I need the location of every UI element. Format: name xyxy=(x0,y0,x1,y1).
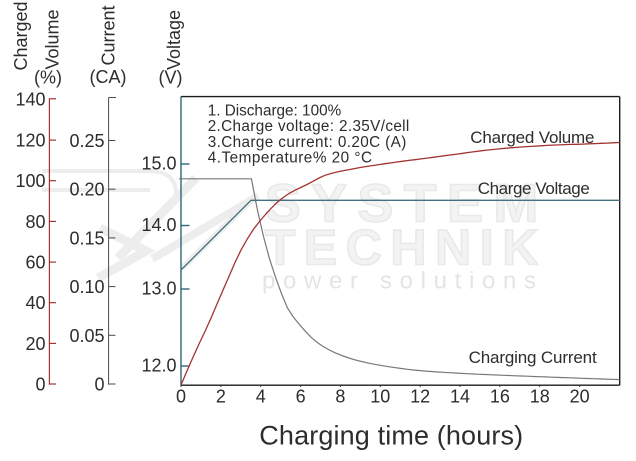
svg-text:3.Charge current: 0.20C (A): 3.Charge current: 0.20C (A) xyxy=(208,134,407,151)
svg-text:(%): (%) xyxy=(34,68,62,88)
svg-text:16: 16 xyxy=(490,387,510,407)
svg-text:Volume: Volume xyxy=(43,9,63,69)
svg-text:14: 14 xyxy=(450,387,470,407)
svg-text:Charge Voltage: Charge Voltage xyxy=(478,179,590,198)
svg-text:power solutions: power solutions xyxy=(262,268,536,295)
svg-text:0.20: 0.20 xyxy=(69,180,104,200)
svg-text:Charged: Charged xyxy=(11,1,31,70)
svg-text:Current: Current xyxy=(99,5,119,65)
svg-text:4.Temperature% 20 °C: 4.Temperature% 20 °C xyxy=(208,150,373,167)
svg-text:(CA): (CA) xyxy=(90,67,127,87)
svg-text:0.10: 0.10 xyxy=(69,277,104,297)
svg-text:0: 0 xyxy=(94,375,104,395)
svg-text:15.0: 15.0 xyxy=(141,154,176,174)
svg-text:20: 20 xyxy=(570,387,590,407)
svg-text:0: 0 xyxy=(35,375,45,395)
svg-text:12: 12 xyxy=(410,387,430,407)
svg-text:6: 6 xyxy=(296,387,306,407)
svg-text:13.0: 13.0 xyxy=(141,279,176,299)
svg-text:TECHNIK: TECHNIK xyxy=(265,220,539,276)
svg-text:100: 100 xyxy=(15,171,45,191)
svg-text:14.0: 14.0 xyxy=(141,215,176,235)
svg-text:12.0: 12.0 xyxy=(141,356,176,376)
svg-text:0: 0 xyxy=(176,387,186,407)
svg-text:140: 140 xyxy=(15,89,45,109)
svg-text:60: 60 xyxy=(25,253,45,273)
svg-text:18: 18 xyxy=(530,387,550,407)
svg-text:Voltage: Voltage xyxy=(164,10,184,70)
svg-text:(V): (V) xyxy=(159,68,183,88)
svg-text:80: 80 xyxy=(25,212,45,232)
svg-text:40: 40 xyxy=(25,293,45,313)
svg-text:0.05: 0.05 xyxy=(69,326,104,346)
svg-text:Charging Current: Charging Current xyxy=(469,348,597,367)
svg-text:1. Discharge: 100%: 1. Discharge: 100% xyxy=(208,103,342,120)
svg-text:20: 20 xyxy=(25,334,45,354)
svg-text:Charging time (hours): Charging time (hours) xyxy=(259,420,523,450)
svg-text:10: 10 xyxy=(370,387,390,407)
svg-text:120: 120 xyxy=(15,131,45,151)
svg-text:2: 2 xyxy=(216,387,226,407)
svg-text:2.Charge voltage: 2.35V/cell: 2.Charge voltage: 2.35V/cell xyxy=(208,118,410,135)
svg-text:0.15: 0.15 xyxy=(69,228,104,248)
svg-text:8: 8 xyxy=(335,387,345,407)
svg-text:0.25: 0.25 xyxy=(69,131,104,151)
svg-text:Charged Volume: Charged Volume xyxy=(470,128,594,147)
svg-text:4: 4 xyxy=(256,387,266,407)
